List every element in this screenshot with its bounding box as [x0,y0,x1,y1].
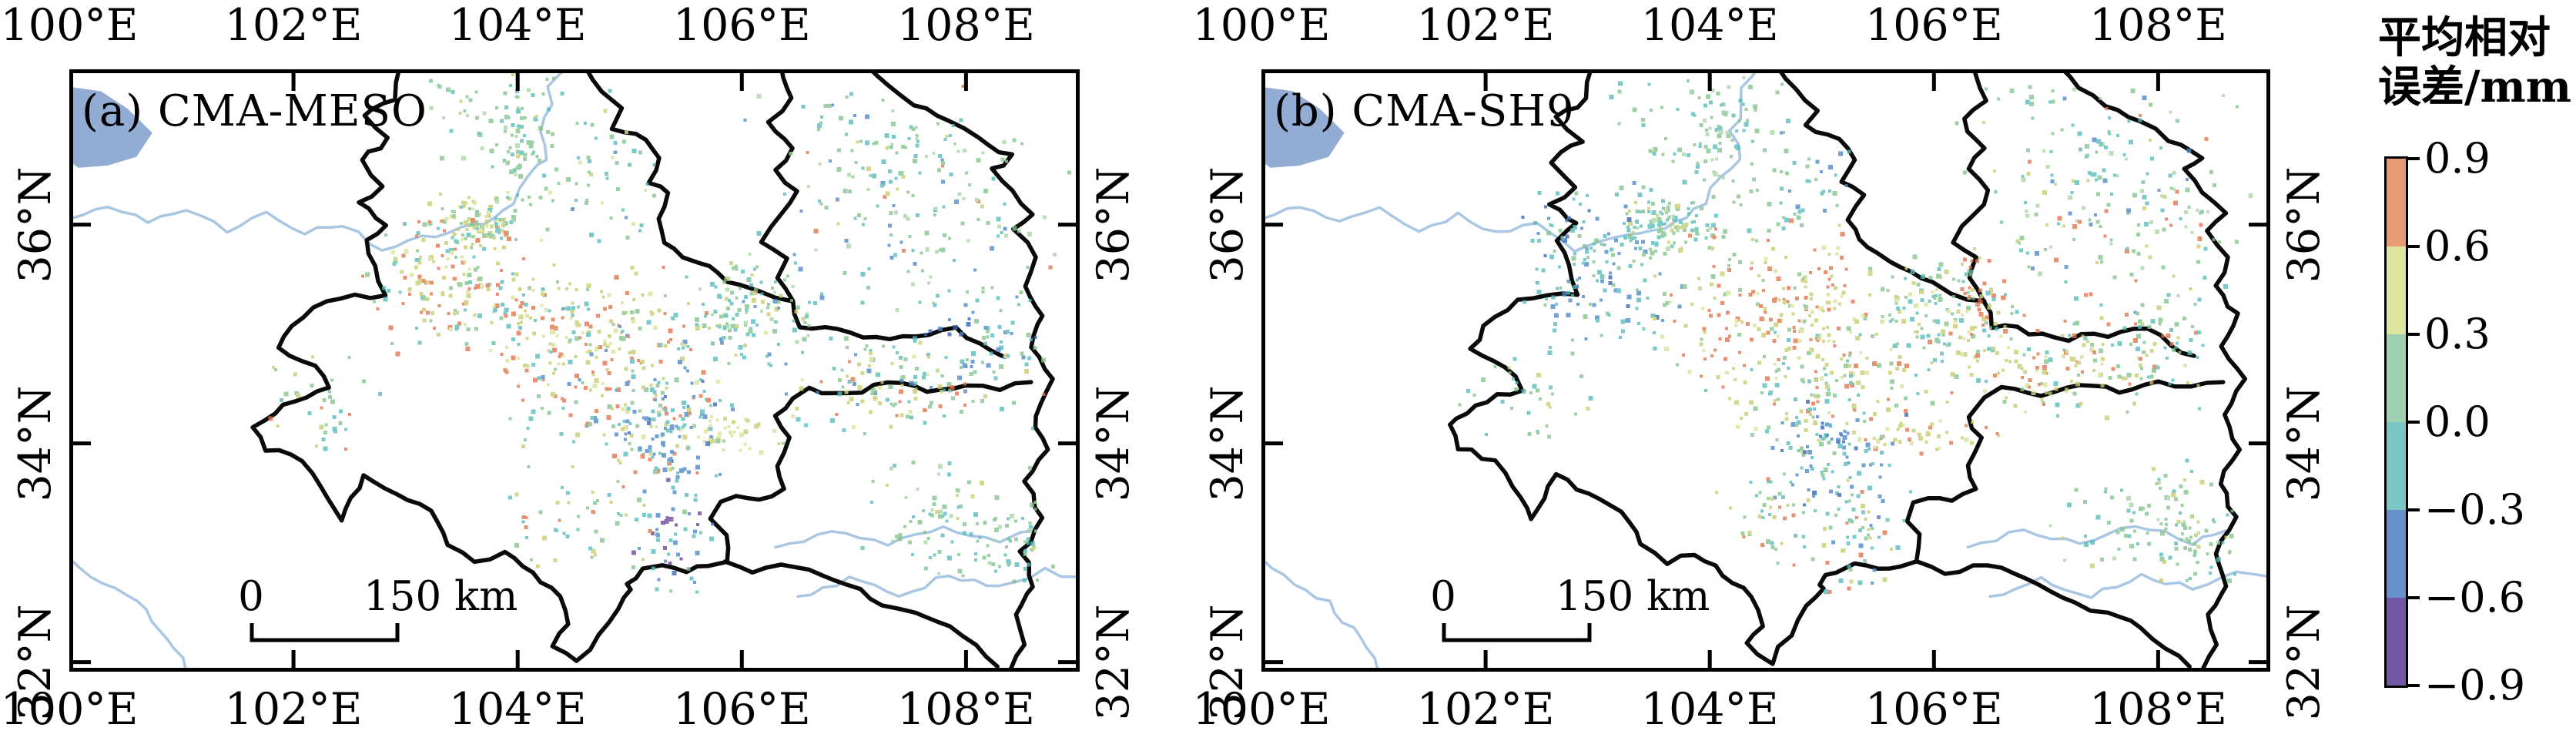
lon-tick-label-top-a: 106°E [672,0,811,51]
colorbar-segment-3 [2387,422,2406,510]
colorbar-tick-label-0: 0.9 [2424,134,2491,183]
scalebar-a-bracket [250,623,400,642]
lat-tick-label-left-b: 36°N [1202,166,1253,283]
colorbar-bar [2384,156,2408,688]
lat-tick-label-right-b: 34°N [2279,385,2330,502]
lon-tick-label-bottom-b: 102°E [1416,684,1555,735]
colorbar-tick-4 [2408,508,2420,511]
lon-tick-label-bottom-b: 104°E [1640,684,1779,735]
scalebar-b-distance-label: 150 km [1556,573,1710,620]
lon-tick-label-bottom-a: 100°E [0,684,139,735]
map-canvas-a [69,69,1080,672]
colorbar-segment-4 [2387,510,2406,598]
scalebar-a-distance-label: 150 km [363,573,518,620]
lat-tick-label-left-a: 32°N [10,604,61,721]
lon-tick-label-top-b: 106°E [1864,0,2003,51]
colorbar-segment-2 [2387,334,2406,422]
colorbar-segment-0 [2387,159,2406,246]
lat-tick-label-left-a: 34°N [10,385,61,502]
colorbar-tick-label-3: 0.0 [2424,397,2491,446]
lat-tick-label-right-a: 32°N [1088,604,1139,721]
colorbar-tick-label-5: −0.6 [2424,573,2526,622]
lon-tick-label-bottom-b: 106°E [1864,684,2003,735]
lon-tick-label-bottom-b: 100°E [1192,684,1331,735]
frame-ticks [72,72,1077,669]
colorbar-tick-2 [2408,333,2420,336]
lon-tick-label-bottom-a: 104°E [448,684,587,735]
map-panel-a: (a) CMA-MESO 0 150 km [69,69,1080,672]
colorbar-tick-1 [2408,245,2420,248]
lon-tick-label-bottom-a: 102°E [224,684,363,735]
colorbar-title-line1: 平均相对 [2378,12,2551,63]
scalebar-a-zero-label: 0 [238,573,264,620]
colorbar-title-line2: 误差/mm [2378,62,2571,112]
lon-tick-label-bottom-b: 108°E [2089,684,2227,735]
scalebar-b-bracket [1442,623,1592,642]
lake [1261,86,1345,168]
colorbar-tick-5 [2408,596,2420,599]
lon-tick-label-bottom-a: 106°E [672,684,811,735]
lat-tick-label-right-a: 36°N [1088,166,1139,283]
station-points-layer [268,73,1072,594]
rivers [69,69,1080,672]
lat-tick-label-right-b: 32°N [2279,604,2330,721]
lon-tick-label-top-b: 108°E [2089,0,2227,51]
lat-tick-label-right-b: 36°N [2279,166,2330,283]
lon-tick-label-top-a: 108°E [896,0,1035,51]
colorbar-segment-1 [2387,246,2406,334]
map-canvas-b [1261,69,2270,672]
lat-tick-label-left-b: 34°N [1202,385,1253,502]
colorbar-tick-0 [2408,157,2420,160]
colorbar-tick-label-1: 0.6 [2424,222,2491,270]
lon-tick-label-top-b: 100°E [1192,0,1331,51]
scalebar-a: 0 150 km [223,570,518,659]
station-points-layer [1458,75,2253,595]
panel-a-label: (a) CMA-MESO [82,86,427,136]
lat-tick-label-left-a: 36°N [10,166,61,283]
lake [69,86,152,168]
lat-tick-label-right-a: 34°N [1088,385,1139,502]
rivers [1261,69,2270,672]
scalebar-b: 0 150 km [1415,570,1710,659]
frame-ticks [1264,72,2268,669]
panel-frame [69,69,1080,672]
lat-tick-label-left-b: 32°N [1202,604,1253,721]
scalebar-b-zero-label: 0 [1430,573,1456,620]
lon-tick-label-top-a: 102°E [224,0,363,51]
panel-frame [1261,69,2270,672]
province-boundary [250,69,1055,671]
lon-tick-label-top-a: 100°E [0,0,139,51]
lon-tick-label-top-b: 102°E [1416,0,1555,51]
colorbar-tick-3 [2408,421,2420,424]
colorbar-tick-label-4: −0.3 [2424,485,2526,534]
lon-tick-label-top-b: 104°E [1640,0,1779,51]
colorbar-tick-label-6: −0.9 [2424,661,2526,709]
lon-tick-label-top-a: 104°E [448,0,587,51]
colorbar-segment-5 [2387,598,2406,686]
panel-b-label: (b) CMA-SH9 [1274,86,1575,136]
colorbar-tick-6 [2408,684,2420,687]
colorbar-tick-label-2: 0.3 [2424,310,2491,358]
lon-tick-label-bottom-a: 108°E [896,684,1035,735]
map-panel-b: (b) CMA-SH9 0 150 km [1261,69,2270,672]
